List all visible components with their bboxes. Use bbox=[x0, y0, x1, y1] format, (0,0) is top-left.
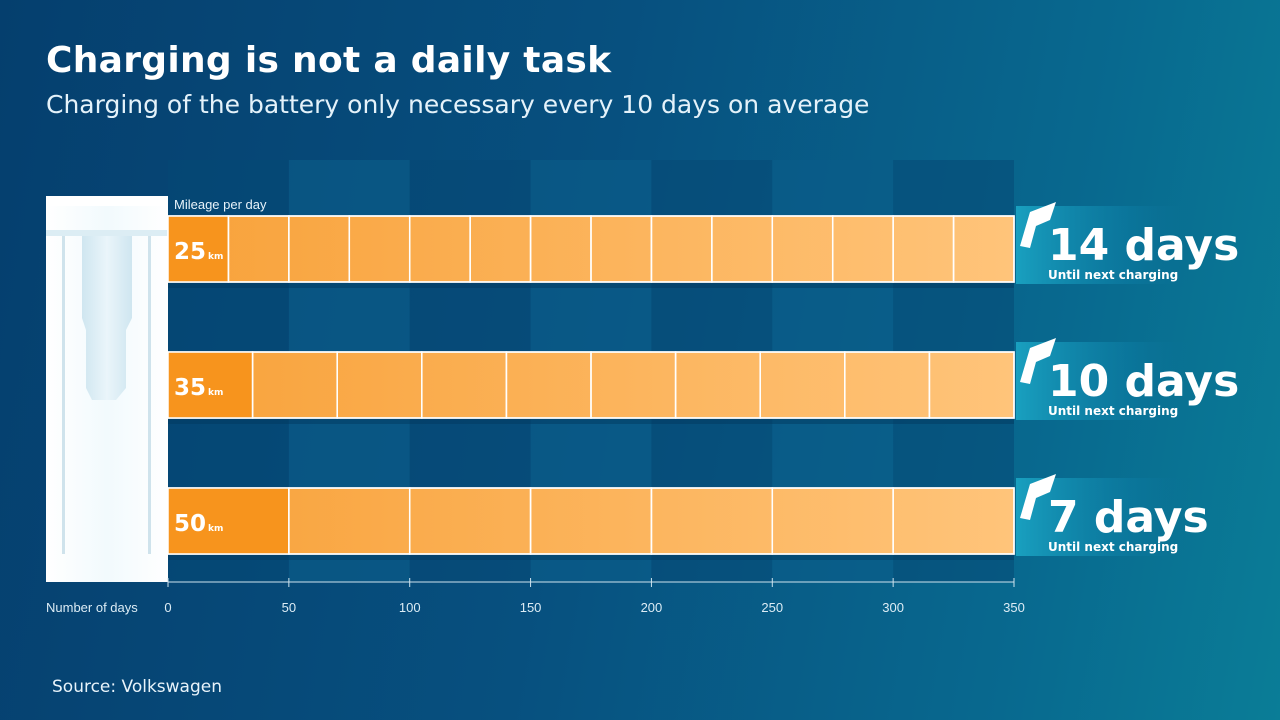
bar bbox=[167, 487, 1015, 555]
days-value: 10 days bbox=[1048, 356, 1239, 407]
days-value: 14 days bbox=[1048, 220, 1239, 271]
x-tick-label: 0 bbox=[164, 600, 171, 615]
bar-segment bbox=[167, 351, 254, 419]
page-title: Charging is not a daily task bbox=[46, 40, 612, 81]
source-note: Source: Volkswagen bbox=[52, 677, 222, 697]
bar-row: 35 km bbox=[167, 351, 1015, 424]
x-axis: 0 50 100 150 200 250 300 350 bbox=[164, 578, 1025, 615]
x-tick-label: 200 bbox=[641, 600, 663, 615]
bar-row: 50 km bbox=[167, 487, 1015, 560]
x-axis-title: Number of days bbox=[46, 600, 138, 615]
bar-segment bbox=[928, 351, 1015, 419]
days-value: 7 days bbox=[1048, 492, 1209, 543]
plug-hook-icon bbox=[1020, 338, 1056, 384]
plug-hook-icon bbox=[1020, 474, 1056, 520]
x-tick-label: 150 bbox=[520, 600, 542, 615]
days-caption: Until next charging bbox=[1048, 268, 1178, 282]
charging-station-icon bbox=[46, 196, 168, 582]
x-tick-label: 250 bbox=[761, 600, 783, 615]
bar-segment bbox=[952, 215, 1015, 283]
bar-shadow bbox=[168, 418, 1014, 424]
bars: 25 km 35 km 50 km bbox=[167, 215, 1015, 560]
x-tick-label: 100 bbox=[399, 600, 421, 615]
bar-row: 25 km bbox=[167, 215, 1015, 288]
bar-segment bbox=[167, 487, 290, 555]
bar-shadow bbox=[168, 282, 1014, 288]
days-caption: Until next charging bbox=[1048, 540, 1178, 554]
mileage-value-label: 25 km bbox=[174, 239, 223, 265]
page-subtitle: Charging of the battery only necessary e… bbox=[46, 90, 870, 119]
x-tick-label: 50 bbox=[282, 600, 296, 615]
bar-shadow bbox=[168, 554, 1014, 560]
mileage-value-label: 50 km bbox=[174, 511, 223, 537]
x-tick-label: 300 bbox=[882, 600, 904, 615]
x-tick-label: 350 bbox=[1003, 600, 1025, 615]
mileage-per-day-label: Mileage per day bbox=[174, 197, 267, 212]
plug-hook-icon bbox=[1020, 202, 1056, 248]
bar-segment bbox=[892, 487, 1015, 555]
days-caption: Until next charging bbox=[1048, 404, 1178, 418]
mileage-value-label: 35 km bbox=[174, 375, 223, 401]
